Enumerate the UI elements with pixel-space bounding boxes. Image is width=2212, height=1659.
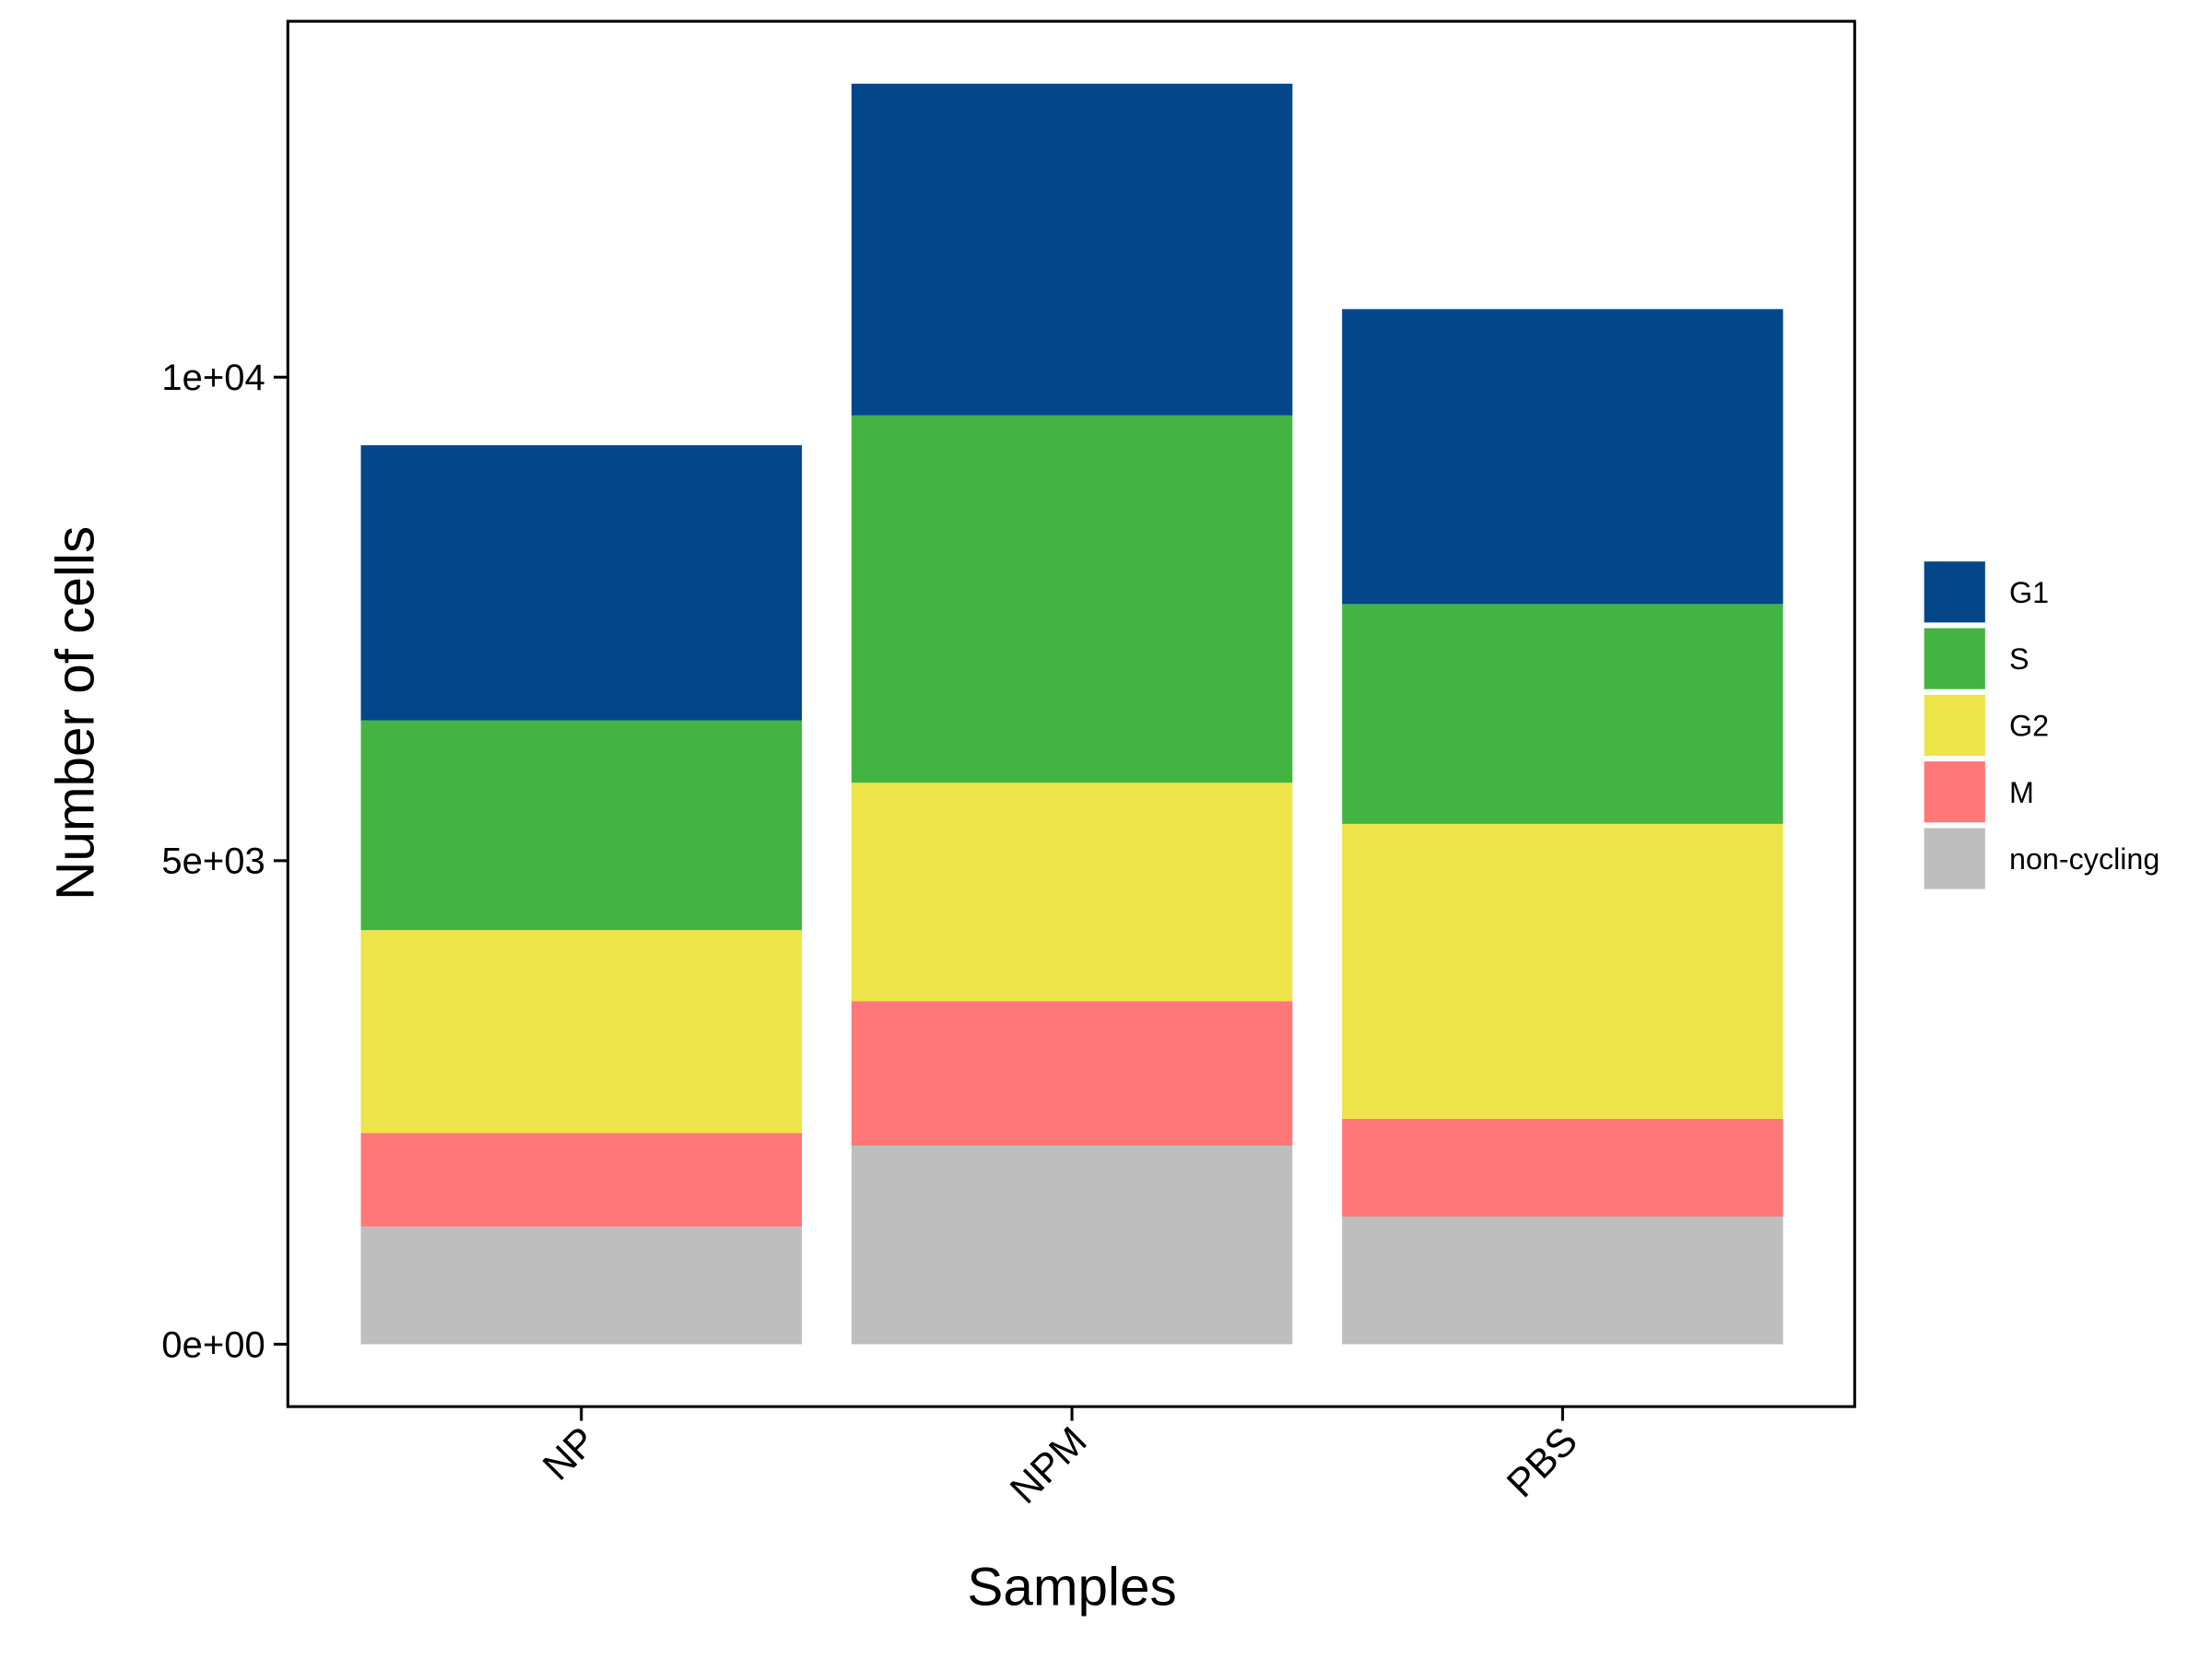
legend-key-S bbox=[1924, 628, 1985, 689]
legend-label: G2 bbox=[2009, 709, 2049, 742]
x-tick-label: NP bbox=[535, 1418, 605, 1488]
legend-key-G1 bbox=[1924, 561, 1985, 623]
x-axis-title: Samples bbox=[967, 1558, 1176, 1618]
bar-np-g2 bbox=[360, 930, 802, 1134]
legend-label: S bbox=[2009, 642, 2030, 676]
y-tick-label: 5e+03 bbox=[161, 841, 265, 882]
bar-npm-non-cycling bbox=[851, 1146, 1293, 1345]
bar-npm-m bbox=[851, 1001, 1293, 1147]
legend-key-non-cycling bbox=[1924, 828, 1985, 889]
legend-label: G1 bbox=[2009, 576, 2049, 609]
y-tick-label: 1e+04 bbox=[161, 358, 265, 398]
bar-pbs-non-cycling bbox=[1342, 1216, 1783, 1345]
y-axis: 0e+00 5e+03 1e+04 bbox=[161, 358, 288, 1365]
bar-np-g1 bbox=[360, 445, 802, 721]
bar-npm-g2 bbox=[851, 782, 1293, 1002]
legend-label: M bbox=[2009, 776, 2034, 809]
y-axis-title: Number of cells bbox=[46, 526, 106, 900]
x-axis: NP NPM PBS bbox=[535, 1406, 1586, 1512]
bar-pbs-g2 bbox=[1342, 823, 1783, 1119]
bar-npm-s bbox=[851, 415, 1293, 783]
bar-np-m bbox=[360, 1133, 802, 1227]
bar-np-non-cycling bbox=[360, 1226, 802, 1345]
bars-group bbox=[360, 83, 1783, 1345]
y-tick-label: 0e+00 bbox=[161, 1324, 265, 1365]
bar-np-s bbox=[360, 720, 802, 931]
x-tick-label: NPM bbox=[1002, 1418, 1096, 1512]
legend-key-G2 bbox=[1924, 694, 1985, 756]
legend-key-M bbox=[1924, 761, 1985, 823]
x-tick-label: PBS bbox=[1499, 1418, 1586, 1506]
bar-pbs-m bbox=[1342, 1118, 1783, 1217]
bar-npm-g1 bbox=[851, 83, 1293, 416]
bar-pbs-g1 bbox=[1342, 309, 1783, 605]
legend-label: non-cycling bbox=[2009, 842, 2159, 876]
bar-pbs-s bbox=[1342, 604, 1783, 824]
